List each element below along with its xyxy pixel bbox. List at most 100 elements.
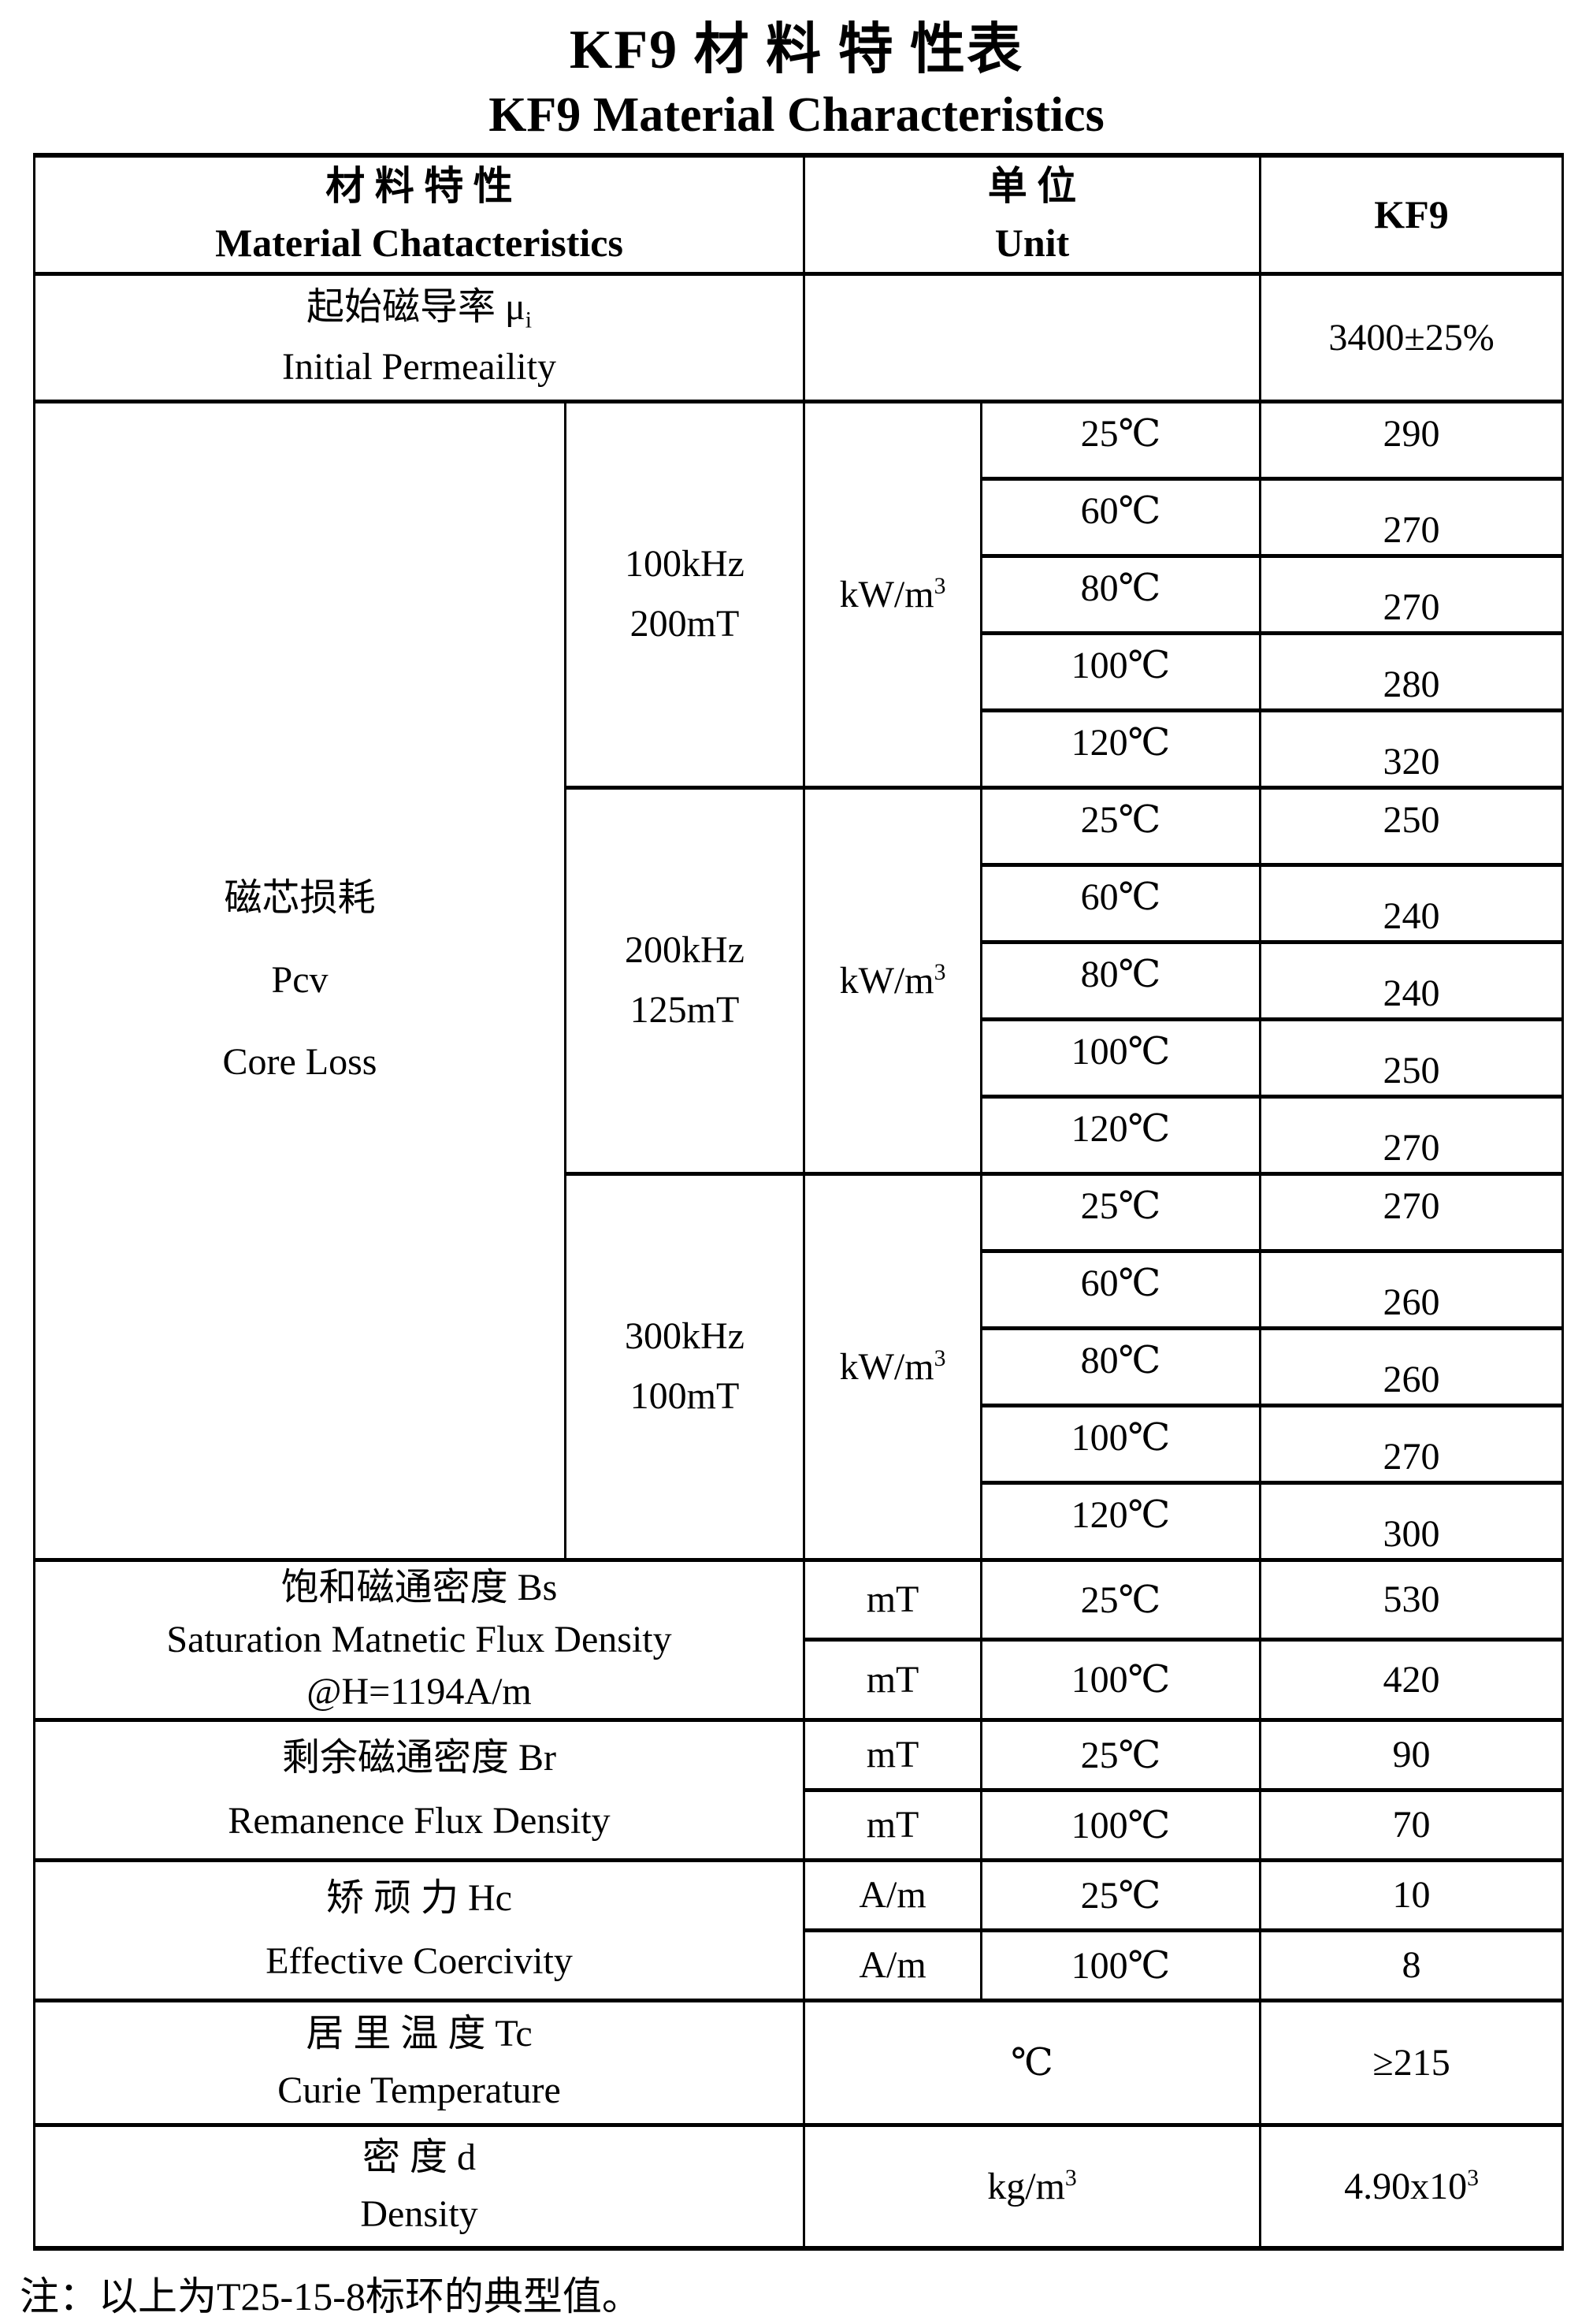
value-cell: 10: [1259, 1857, 1565, 1932]
value-cell: 270: [1259, 1165, 1565, 1247]
density-value-exponent: 3: [1467, 2164, 1479, 2191]
density-value-cell: 4.90x103: [1259, 2122, 1565, 2251]
header-material-name: KF9: [1374, 192, 1449, 237]
value-cell: 250: [1259, 1029, 1565, 1111]
coercivity-row: A/m 100℃ 8: [35, 1928, 1565, 2002]
core-loss-unit: kW/m: [839, 573, 934, 615]
core-loss-unit-cell: kW/m3: [803, 1171, 983, 1562]
coercivity-label-cn: 矫 顽 力 Hc: [326, 1877, 512, 1919]
table-header-row: 材 料 特 性 Material Chatacteristics 单 位 Uni…: [32, 153, 1565, 276]
core-loss-row: 磁芯损耗 Pcv Core Loss 100kHz 200mT kW/m3 25…: [33, 392, 1565, 1562]
value-cell: 260: [1259, 1338, 1565, 1420]
temperature-cell: 25℃: [980, 1857, 1262, 1932]
permeability-label-en: Initial Permeaility: [282, 346, 556, 388]
value-cell: 250: [1259, 779, 1565, 861]
temperature-cell: 100℃: [980, 1396, 1262, 1478]
saturation-label-condition: @H=1194A/m: [306, 1670, 532, 1712]
core-loss-row: 120℃ 300: [35, 1474, 1565, 1575]
header-characteristics-cell: 材 料 特 性 Material Chatacteristics: [32, 153, 806, 276]
saturation-label-cn: 饱和磁通密度 Bs: [280, 1566, 558, 1608]
core-loss-flux: 200mT: [629, 603, 740, 645]
temperature-cell: 25℃: [980, 1717, 1262, 1792]
permeability-label-subscript: i: [525, 307, 533, 333]
curie-value: ≥215: [1259, 1998, 1565, 2127]
saturation-label-cell: 饱和磁通密度 Bs Saturation Matnetic Flux Densi…: [32, 1557, 806, 1722]
density-label-cell: 密 度 d Density: [32, 2122, 806, 2251]
temperature-cell: 25℃: [980, 1557, 1262, 1642]
coercivity-label-en: Effective Coercivity: [266, 1940, 573, 1982]
curie-label-cell: 居 里 温 度 Tc Curie Temperature: [32, 1998, 806, 2127]
curie-row: 居 里 温 度 Tc Curie Temperature ℃ ≥215: [32, 1998, 1565, 2127]
page-title-chinese: KF9 材 料 特 性表: [569, 20, 1024, 80]
value-cell: 300: [1259, 1493, 1565, 1575]
density-unit-exponent: 3: [1064, 2164, 1077, 2191]
temperature-cell: 80℃: [980, 547, 1262, 629]
header-characteristics-en: Material Chatacteristics: [215, 221, 623, 266]
value-cell: 420: [1259, 1638, 1565, 1722]
core-loss-row: 60℃ 270: [35, 470, 1565, 571]
header-material-cell: KF9: [1259, 153, 1565, 276]
density-row: 密 度 d Density kg/m3 4.90x103: [32, 2122, 1565, 2251]
page-title-english: KF9 Material Characteristics: [488, 88, 1105, 142]
density-label-en: Density: [360, 2193, 478, 2236]
density-unit-cell: kg/m3: [803, 2122, 1262, 2251]
saturation-row: mT 100℃ 420: [35, 1638, 1565, 1722]
temperature-cell: 120℃: [980, 701, 1262, 783]
permeability-value: 3400±25%: [1259, 271, 1565, 403]
footnote: 注：以上为T25-15-8标环的典型值。: [20, 2274, 641, 2318]
temperature-cell: 25℃: [980, 1165, 1262, 1247]
core-loss-unit-cell: kW/m3: [803, 785, 983, 1176]
value-cell: 270: [1259, 566, 1565, 648]
core-loss-row: 80℃ 240: [35, 933, 1565, 1034]
header-unit-en: Unit: [994, 221, 1070, 266]
core-loss-row: 100℃ 270: [35, 1396, 1565, 1497]
value-cell: 90: [1259, 1717, 1565, 1792]
temperature-cell: 60℃: [980, 1242, 1262, 1324]
title-block: KF9 材 料 特 性表 KF9 Material Characteristic…: [0, 0, 1593, 147]
core-loss-unit-exponent: 3: [934, 958, 946, 985]
unit-cell: mT: [803, 1787, 983, 1862]
core-loss-row: 80℃ 270: [35, 547, 1565, 648]
temperature-cell: 100℃: [980, 1787, 1262, 1862]
value-cell: 70: [1259, 1787, 1565, 1862]
remanence-label-cell: 剩余磁通密度 Br Remanence Flux Density: [32, 1717, 806, 1862]
unit-cell: mT: [803, 1717, 983, 1792]
temperature-cell: 120℃: [980, 1474, 1262, 1556]
value-cell: 8: [1259, 1928, 1565, 2002]
core-loss-row: 60℃ 260: [35, 1242, 1565, 1343]
temperature-cell: 100℃: [980, 1638, 1262, 1722]
temperature-cell: 120℃: [980, 1088, 1262, 1169]
saturation-label-en: Saturation Matnetic Flux Density: [166, 1618, 672, 1660]
value-cell: 270: [1259, 489, 1565, 571]
temperature-cell: 100℃: [980, 1010, 1262, 1092]
value-cell: 290: [1259, 392, 1565, 474]
header-unit-cn: 单 位: [987, 164, 1077, 209]
core-loss-row: 100℃ 250: [35, 1010, 1565, 1111]
remanence-row: mT 100℃ 70: [35, 1787, 1565, 1862]
core-loss-row: 60℃ 240: [35, 856, 1565, 957]
temperature-cell: 60℃: [980, 470, 1262, 552]
density-value: 4.90x10: [1344, 2165, 1468, 2207]
temperature-cell: 80℃: [980, 933, 1262, 1015]
core-loss-unit-exponent: 3: [934, 1344, 946, 1371]
core-loss-label-cell: 磁芯损耗 Pcv Core Loss: [33, 399, 566, 1562]
core-loss-unit-cell: kW/m3: [803, 399, 983, 790]
core-loss-row: 80℃ 260: [35, 1319, 1565, 1420]
core-loss-row: 300kHz 100mT kW/m3 25℃ 270: [35, 1165, 1565, 1562]
unit-cell: A/m: [803, 1928, 983, 2002]
temperature-cell: 100℃: [980, 1928, 1262, 2002]
value-cell: 240: [1259, 875, 1565, 957]
permeability-unit-cell: [803, 271, 1262, 403]
unit-cell: mT: [803, 1557, 983, 1642]
core-loss-unit: kW/m: [839, 959, 934, 1002]
temperature-cell: 80℃: [980, 1319, 1262, 1401]
core-loss-label-symbol: Pcv: [271, 959, 329, 1001]
coercivity-row: 矫 顽 力 Hc Effective Coercivity A/m 25℃ 10: [32, 1857, 1565, 2002]
coercivity-label-cell: 矫 顽 力 Hc Effective Coercivity: [32, 1857, 806, 2002]
unit-cell: A/m: [803, 1857, 983, 1932]
temperature-cell: 100℃: [980, 624, 1262, 706]
core-loss-condition-cell: 300kHz 100mT: [563, 1171, 806, 1562]
density-label-cn: 密 度 d: [362, 2136, 477, 2179]
core-loss-row: 100℃ 280: [35, 624, 1565, 725]
